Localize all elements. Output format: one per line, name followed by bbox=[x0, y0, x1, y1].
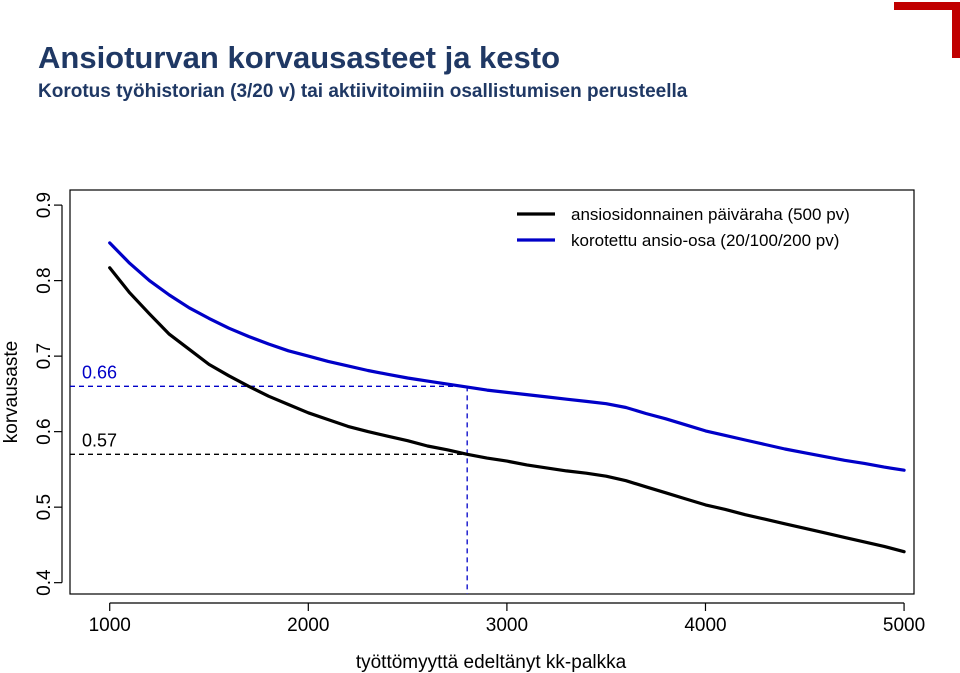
logo-shape bbox=[894, 2, 960, 58]
y-tick-label: 0.5 bbox=[34, 494, 55, 520]
series-line bbox=[108, 241, 906, 472]
chart-axes: 1000 2000 3000 4000 5000 0.4 0.5 0.6 0.7 0.8 0.9 bbox=[34, 189, 925, 636]
logo bbox=[894, 2, 960, 58]
legend-label: korotettu ansio-osa (20/100/200 pv) bbox=[571, 231, 839, 250]
series-lines bbox=[108, 241, 906, 554]
page-subtitle: Korotus työhistorian (3/20 v) tai aktiiv… bbox=[38, 81, 688, 102]
y-axis-label: korvausaste bbox=[1, 341, 22, 443]
x-tick-label: 2000 bbox=[287, 615, 329, 636]
legend-label: ansiosidonnainen päiväraha (500 pv) bbox=[571, 205, 850, 224]
x-axis-label: työttömyyttä edeltänyt kk-palkka bbox=[356, 652, 627, 673]
plot-frame bbox=[69, 189, 915, 595]
x-tick-label: 3000 bbox=[486, 615, 528, 636]
x-tick-label: 5000 bbox=[883, 615, 925, 636]
y-tick-label: 0.6 bbox=[34, 418, 55, 444]
annotation-label: 0.57 bbox=[82, 430, 117, 450]
y-tick-label: 0.4 bbox=[34, 569, 55, 596]
y-tick-label: 0.8 bbox=[34, 267, 55, 293]
series-line bbox=[108, 266, 906, 554]
reference-lines: 0.66 0.57 bbox=[70, 362, 468, 594]
y-tick-label: 0.7 bbox=[34, 343, 55, 369]
page-title: Ansioturvan korvausasteet ja kesto bbox=[38, 40, 561, 75]
x-tick-label: 4000 bbox=[684, 615, 726, 636]
chart-legend: ansiosidonnainen päiväraha (500 pv) korot… bbox=[517, 205, 850, 250]
annotation-label: 0.66 bbox=[82, 362, 117, 382]
y-tick-label: 0.9 bbox=[34, 192, 55, 218]
x-tick-label: 1000 bbox=[89, 615, 131, 636]
header: Ansioturvan korvausasteet ja kesto Korot… bbox=[38, 40, 687, 104]
